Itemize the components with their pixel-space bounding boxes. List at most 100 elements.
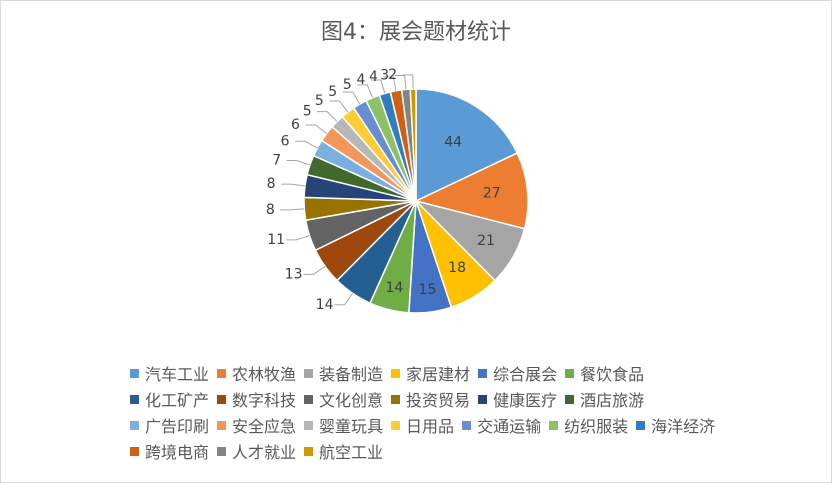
legend-label: 海洋经济 [651,417,716,436]
legend-label: 装备制造 [319,365,384,384]
data-label-10: 8 [266,202,275,218]
legend-label: 化工矿产 [145,391,210,410]
legend-label: 餐饮食品 [580,365,645,384]
legend-label: 人才就业 [232,443,297,462]
legend-item-17: 交通运输 [462,412,541,438]
legend-swatch [478,368,488,378]
leader-line-15 [317,111,338,122]
legend-label: 日用品 [406,417,455,436]
legend-label: 投资贸易 [406,391,471,410]
data-label-13: 6 [281,133,290,149]
leader-line-8 [303,265,326,275]
legend: 汽车工业 农林牧渔 装备制造 家居建材 综合展会 餐饮食品化工矿产 数字科技 文化创意 投资贸易… [130,360,730,464]
legend-label: 交通运输 [477,417,542,436]
legend-item-18: 纺织服装 [549,412,628,438]
legend-item-15: 婴童玩具 [304,412,383,438]
data-label-7: 14 [316,297,334,313]
legend-label: 健康医疗 [493,391,558,410]
legend-swatch [304,446,314,456]
data-label-19: 4 [356,72,365,88]
legend-swatch [549,420,559,430]
legend-item-7: 化工矿产 [130,386,209,412]
legend-swatch [636,420,646,430]
legend-swatch [304,368,314,378]
data-label-11: 8 [267,176,276,192]
data-label-6: 14 [385,280,403,296]
legend-item-11: 健康医疗 [478,386,557,412]
legend-swatch [217,368,227,378]
legend-item-20: 跨境电商 [130,438,209,464]
legend-label: 综合展会 [493,365,558,384]
legend-item-8: 数字科技 [217,386,296,412]
leader-line-22 [402,74,414,90]
legend-swatch [391,394,401,404]
legend-swatch [217,446,227,456]
legend-swatch [391,368,401,378]
legend-label: 纺织服装 [564,417,629,436]
leader-line-16 [329,100,349,113]
legend-label: 婴童玩具 [319,417,384,436]
leader-line-14 [305,124,327,134]
legend-swatch [217,394,227,404]
legend-label: 数字科技 [232,391,297,410]
legend-item-4: 家居建材 [391,360,470,386]
leader-line-11 [281,183,306,187]
legend-swatch [217,420,227,430]
legend-swatch [304,420,314,430]
legend-swatch [130,368,139,378]
data-label-21: 3 [380,68,389,84]
leader-line-20 [383,76,397,91]
leader-line-12 [286,160,311,166]
legend-label: 安全应急 [232,417,297,436]
legend-item-14: 安全应急 [217,412,296,438]
legend-item-2: 农林牧渔 [217,360,296,386]
legend-item-6: 餐饮食品 [565,360,644,386]
data-label-16: 5 [315,93,324,109]
legend-swatch [565,368,575,378]
legend-swatch [391,420,401,430]
data-label-12: 7 [272,153,281,169]
legend-label: 汽车工业 [145,365,210,384]
legend-swatch [304,394,314,404]
legend-item-19: 海洋经济 [636,412,715,438]
legend-item-5: 综合展会 [478,360,557,386]
legend-swatch [478,394,488,404]
legend-item-9: 文化创意 [304,386,383,412]
data-label-1: 44 [444,134,462,150]
legend-item-21: 人才就业 [217,438,296,464]
data-label-2: 27 [483,186,501,202]
legend-item-10: 投资贸易 [391,386,470,412]
legend-label: 文化创意 [319,391,384,410]
legend-item-16: 日用品 [391,412,454,438]
legend-swatch [462,420,472,430]
leader-line-17 [342,91,361,105]
data-label-20: 4 [369,69,378,85]
legend-item-13: 广告印刷 [130,412,209,438]
pie-slice-2 [413,152,529,230]
data-label-3: 21 [477,233,495,249]
legend-label: 农林牧渔 [232,365,297,384]
legend-label: 酒店旅游 [580,391,645,410]
data-label-14: 6 [291,117,300,133]
pie-slice-1 [415,88,519,203]
legend-swatch [130,394,139,404]
legend-swatch [565,394,575,404]
data-label-9: 11 [267,232,285,248]
data-label-22: 2 [388,67,397,83]
chart-title: 图4：展会题材统计 [321,20,511,45]
legend-label: 广告印刷 [145,417,210,436]
legend-label: 家居建材 [406,365,471,384]
data-label-18: 5 [343,77,352,93]
legend-swatch [130,446,139,456]
data-label-8: 13 [285,266,303,282]
leader-line-18 [357,84,374,98]
leader-line-13 [295,140,318,149]
leader-line-10 [280,208,305,211]
pie-slice-22 [409,88,417,202]
legend-item-12: 酒店旅游 [565,386,644,412]
leader-line-9 [286,235,310,241]
leader-line-19 [370,79,386,94]
legend-swatch [130,420,139,430]
data-label-4: 18 [448,260,466,276]
